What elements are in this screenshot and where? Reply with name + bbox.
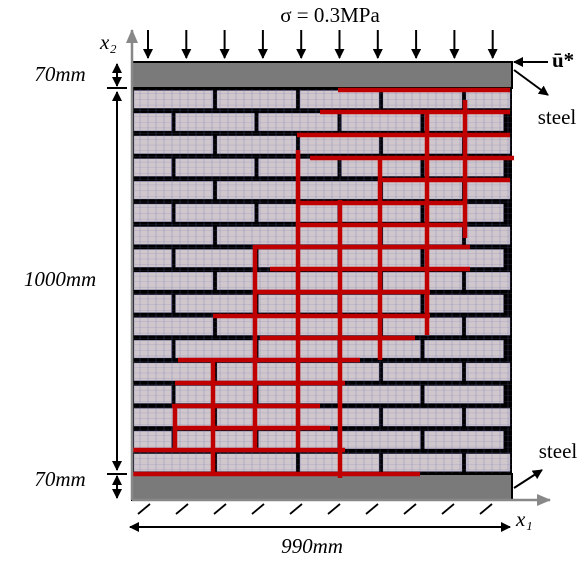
hatch-mark — [479, 503, 493, 515]
x1-label: x₁ — [515, 507, 533, 531]
load-arrows — [143, 30, 498, 59]
brick — [341, 430, 421, 449]
brick — [133, 249, 172, 268]
brick — [424, 294, 504, 313]
steel-pointer-bottom — [513, 469, 543, 489]
brick — [465, 408, 511, 427]
brick — [424, 340, 504, 359]
steel-label-bottom: steel — [539, 439, 578, 463]
brick — [341, 385, 421, 404]
brick — [465, 453, 511, 472]
brick — [133, 181, 214, 200]
hatch-mark — [403, 503, 417, 515]
bottom-plate-dimension: 70mm — [34, 467, 85, 491]
brick — [175, 203, 255, 222]
brick — [424, 385, 504, 404]
brick — [216, 453, 297, 472]
brick — [133, 203, 172, 222]
brick — [465, 362, 511, 381]
brick — [175, 249, 255, 268]
width-dimension: 990mm — [281, 534, 343, 558]
bottom-steel-plate — [131, 473, 513, 501]
brick — [382, 408, 463, 427]
hatch-mark — [137, 503, 151, 515]
top-steel-plate — [131, 61, 513, 89]
masonry-wall — [132, 88, 512, 474]
hatch-mark — [175, 503, 189, 515]
brick — [216, 135, 297, 154]
x2-label: x₂ — [99, 30, 117, 54]
brick — [382, 135, 463, 154]
brick — [465, 317, 511, 336]
hatch-mark — [251, 503, 265, 515]
brick — [175, 294, 255, 313]
brick — [133, 135, 214, 154]
brick — [133, 362, 214, 381]
cracks — [132, 87, 514, 478]
brick — [133, 158, 172, 177]
brick — [175, 340, 255, 359]
brick — [133, 430, 172, 449]
brick — [299, 135, 380, 154]
brick — [465, 135, 511, 154]
support-hatch — [137, 503, 493, 515]
steel-pointer-top — [513, 69, 549, 96]
hatch-mark — [441, 503, 455, 515]
brick — [382, 362, 463, 381]
steel-label-top: steel — [538, 105, 577, 129]
top-plate-dimension: 70mm — [34, 62, 85, 86]
hatch-mark — [365, 503, 379, 515]
brick — [424, 249, 504, 268]
brick — [382, 271, 463, 291]
brick — [424, 430, 504, 449]
brick — [382, 317, 463, 336]
brick — [133, 453, 214, 472]
brick — [133, 317, 214, 336]
brick — [175, 158, 255, 177]
load-label: σ = 0.3MPa — [280, 3, 380, 27]
hatch-mark — [327, 503, 341, 515]
brick — [133, 385, 172, 404]
brick — [133, 294, 172, 313]
hatch-mark — [289, 503, 303, 515]
hatch-mark — [213, 503, 227, 515]
brick — [382, 453, 463, 472]
dimension-lines — [107, 63, 511, 532]
displacement-label: ū* — [552, 48, 574, 72]
brick — [465, 271, 511, 291]
wall-height-dimension: 1000mm — [24, 267, 96, 291]
brick — [133, 226, 214, 245]
brick — [133, 271, 214, 291]
brick — [133, 340, 172, 359]
